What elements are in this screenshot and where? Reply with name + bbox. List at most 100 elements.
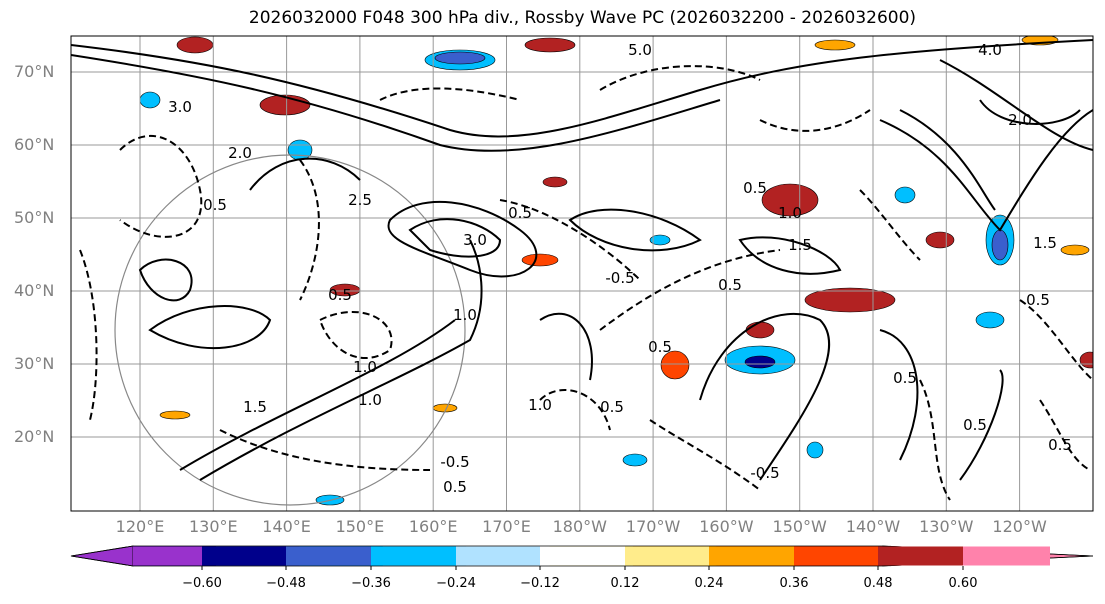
lat-label: 60°N <box>14 135 55 154</box>
divergence-patch <box>804 287 896 313</box>
reference-circle <box>114 154 466 506</box>
divergence-patch <box>806 441 824 459</box>
positive-contour <box>568 208 702 252</box>
colorbar-segment <box>794 546 878 566</box>
colorbar-tick-label: 0.60 <box>948 576 978 591</box>
negative-contour <box>299 159 320 301</box>
lat-label: 70°N <box>14 62 55 81</box>
colorbar-segment <box>456 546 540 566</box>
colorbar-segment <box>878 546 963 566</box>
positive-contour <box>979 99 1081 125</box>
lon-label: 170°W <box>625 517 681 536</box>
positive-contour <box>148 305 272 350</box>
lat-label: 50°N <box>14 208 55 227</box>
negative-contour <box>318 311 393 360</box>
contour-label: 2.5 <box>348 191 372 209</box>
colorbar-segment <box>963 546 1050 566</box>
lon-label: 140°W <box>845 517 901 536</box>
contour-label: 1.0 <box>353 358 377 376</box>
colorbar-extend-low <box>70 545 134 567</box>
divergence-patch <box>761 183 819 217</box>
colorbar-segment <box>371 546 456 566</box>
contour-label: 0.5 <box>648 338 672 356</box>
negative-contour <box>219 429 431 471</box>
negative-contour <box>539 389 611 431</box>
divergence-patch <box>991 229 1009 261</box>
negative-contour <box>119 134 203 238</box>
positive-contour <box>939 59 1093 151</box>
colorbar-tick-label: −0.60 <box>182 576 222 591</box>
divergence-patch <box>159 410 191 420</box>
divergence-patch <box>1060 244 1090 256</box>
contour-label: 0.5 <box>743 179 767 197</box>
divergence-patch <box>745 321 775 339</box>
colorbar-segment <box>202 546 286 566</box>
divergence-patch <box>542 176 568 188</box>
positive-contour <box>387 200 538 278</box>
positive-contour <box>408 218 502 258</box>
colorbar-tick-label: 0.24 <box>694 576 724 591</box>
divergence-patch <box>287 139 313 161</box>
negative-contour <box>499 199 641 281</box>
contour-label: 0.5 <box>328 286 352 304</box>
contour-label: 2.0 <box>228 144 252 162</box>
divergence-patch <box>975 311 1005 329</box>
contour-label: 1.5 <box>243 398 267 416</box>
positive-contour <box>879 329 919 461</box>
colorbar-tick-label: −0.24 <box>436 576 476 591</box>
map-title: 2026032000 F048 300 hPa div., Rossby Wav… <box>248 8 917 28</box>
divergence-patch <box>524 37 576 53</box>
negative-contour <box>859 189 921 261</box>
divergence-patch <box>434 51 486 65</box>
positive-contour <box>899 109 996 211</box>
positive-contour <box>959 369 1004 481</box>
contour-label: 0.5 <box>443 478 467 496</box>
lon-label: 120°E <box>115 517 165 536</box>
lon-label: 130°E <box>188 517 238 536</box>
contour-label: 0.5 <box>203 196 227 214</box>
positive-contour <box>699 312 831 481</box>
negative-contour <box>759 109 871 132</box>
contour-label: -0.5 <box>750 464 779 482</box>
contour-label: 4.0 <box>978 41 1002 59</box>
lon-label: 180°W <box>552 517 607 536</box>
positive-contour <box>199 239 483 481</box>
map-frame <box>70 35 1094 512</box>
positive-contour <box>879 109 1093 232</box>
negative-contour <box>379 87 521 101</box>
divergence-patch <box>176 36 214 54</box>
divergence-patch <box>1079 351 1093 369</box>
graticule <box>71 36 1093 511</box>
negative-contour <box>919 379 951 501</box>
lon-label: 170°E <box>482 517 531 536</box>
positive-contour <box>249 157 361 191</box>
colorbar-tick-label: −0.12 <box>520 576 560 591</box>
contour-label: 0.5 <box>718 276 742 294</box>
lon-label: 140°E <box>262 517 311 536</box>
lon-label: 150°E <box>335 517 385 536</box>
colorbar-segment <box>540 546 625 566</box>
lon-label: 130°W <box>919 517 974 536</box>
positive-contour <box>138 258 193 302</box>
contour-label: 1.5 <box>788 236 812 254</box>
lon-label: 120°W <box>992 517 1047 536</box>
negative-contour <box>1039 399 1091 471</box>
contour-label: 0.5 <box>508 204 532 222</box>
negative-contour <box>599 65 761 91</box>
positive-contour <box>539 312 593 381</box>
positive-contour <box>179 319 456 471</box>
negative-contour <box>79 249 98 421</box>
contour-label: 1.0 <box>453 306 477 324</box>
positive-contour <box>71 54 721 152</box>
colorbar-segment <box>133 546 202 566</box>
lat-label: 20°N <box>14 427 55 446</box>
divergence-patch <box>814 39 856 51</box>
rossby-wave-contours <box>71 39 1093 501</box>
lon-label: 160°W <box>699 517 754 536</box>
contour-label: 1.5 <box>1033 234 1057 252</box>
colorbar-tick-label: 0.36 <box>779 576 809 591</box>
contour-label: 1.0 <box>528 396 552 414</box>
colorbar-tick-label: 0.48 <box>863 576 893 591</box>
contour-label: 3.0 <box>463 231 487 249</box>
